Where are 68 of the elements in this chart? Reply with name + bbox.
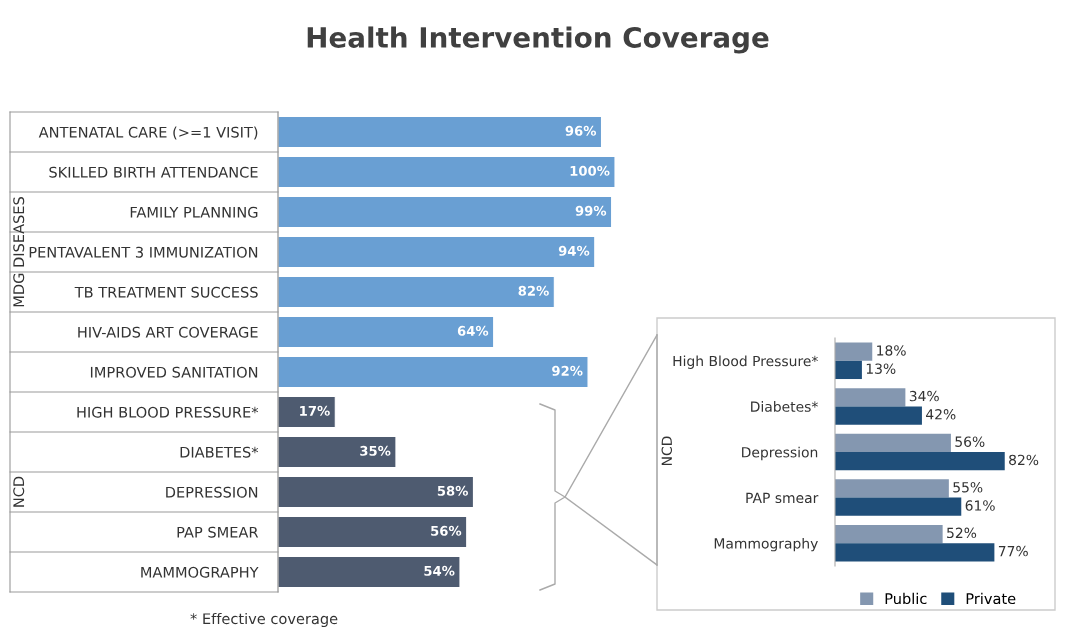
- bar: [278, 395, 336, 429]
- data-label: 54%: [424, 565, 455, 576]
- bar: [835, 524, 943, 544]
- data-label: 94%: [558, 245, 590, 256]
- y-tick-label: MAMMOGRAPHY: [141, 566, 259, 578]
- data-label: 96%: [565, 125, 597, 136]
- bar: [835, 479, 949, 498]
- data-label: 18%: [877, 345, 906, 356]
- data-label: 82%: [1009, 454, 1039, 466]
- data-label: 35%: [360, 445, 391, 456]
- y-tick-label: SKILLED BIRTH ATTENDANCE: [49, 166, 258, 178]
- data-label: 13%: [866, 363, 896, 374]
- text: * Effective coverage: [190, 612, 338, 628]
- y-tick-label: High Blood Pressure*: [673, 355, 818, 369]
- data-label: 17%: [300, 405, 330, 416]
- bar: [278, 475, 475, 509]
- bar: [835, 342, 873, 361]
- bar: [278, 115, 603, 149]
- bar: [278, 235, 596, 269]
- y-tick-label: HIV-AIDS ART COVERAGE: [78, 326, 258, 338]
- bar: [835, 360, 862, 380]
- data-label: 77%: [998, 545, 1028, 557]
- data-label: 55%: [953, 482, 983, 493]
- chart-title: Health Intervention Coverage: [307, 26, 769, 54]
- data-label: 52%: [947, 527, 977, 539]
- data-label: 100%: [570, 165, 610, 176]
- y-tick-label: TB TREATMENT SUCCESS: [74, 286, 258, 298]
- bar: [278, 195, 613, 229]
- legend-label: Private: [966, 592, 1016, 605]
- data-label: 99%: [575, 205, 607, 216]
- bar: [835, 543, 995, 562]
- data-label: 34%: [909, 390, 939, 402]
- data-label: 58%: [437, 485, 468, 496]
- y-tick-label: HIGH BLOOD PRESSURE*: [77, 406, 259, 418]
- y-tick-label: Mammography: [714, 537, 818, 552]
- bar: [278, 355, 589, 389]
- data-label: 56%: [955, 436, 985, 447]
- bar: [278, 155, 615, 189]
- bar: [835, 497, 962, 516]
- bar: [835, 433, 951, 452]
- bar: [278, 435, 397, 469]
- bar: [835, 452, 1005, 471]
- bar: [278, 275, 555, 309]
- y-tick-label: Diabetes*: [751, 401, 818, 412]
- y-tick-label: ANTENATAL CARE (>=1 VISIT): [38, 126, 258, 140]
- bar: [835, 388, 906, 407]
- data-label: 56%: [431, 525, 462, 536]
- legend-label: Public: [885, 592, 927, 605]
- text: NCD: [13, 476, 25, 507]
- text: MDG DISEASES: [13, 197, 25, 307]
- data-label: 64%: [457, 325, 489, 336]
- data-label: 42%: [926, 409, 956, 420]
- y-tick-label: Depression: [742, 446, 818, 461]
- bar: [278, 315, 495, 349]
- data-label: 61%: [965, 500, 995, 511]
- y-tick-label: DEPRESSION: [166, 486, 258, 498]
- data-label: 82%: [518, 285, 549, 296]
- y-axis-title: NCD: [661, 436, 673, 466]
- y-tick-label: DIABETES*: [180, 446, 259, 458]
- y-tick-label: IMPROVED SANITATION: [90, 366, 258, 378]
- bar: [835, 406, 922, 425]
- bar: [278, 515, 468, 549]
- bar: [278, 555, 461, 589]
- y-tick-label: PAP smear: [746, 492, 819, 504]
- y-tick-label: FAMILY PLANNING: [130, 206, 258, 218]
- y-tick-label: PENTAVALENT 3 IMMUNIZATION: [29, 246, 258, 258]
- y-tick-label: PAP SMEAR: [177, 526, 259, 538]
- data-label: 92%: [552, 365, 583, 376]
